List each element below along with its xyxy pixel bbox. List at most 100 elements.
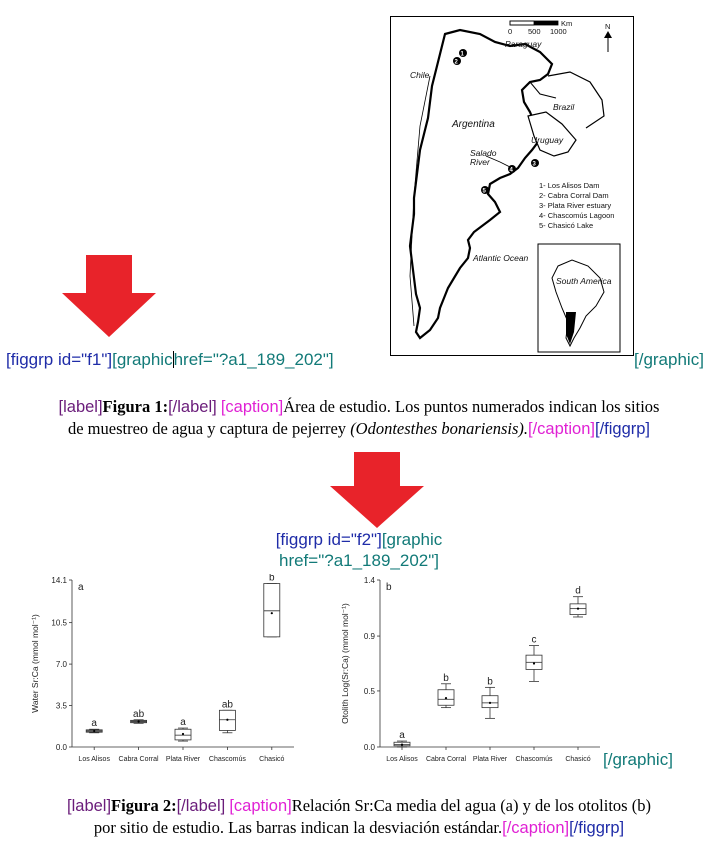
label-salado: Salado	[470, 148, 497, 158]
figgrp-close-tag: [/figgrp]	[569, 819, 625, 837]
site-marker-3: 3	[531, 159, 539, 168]
study-area-map: 0 500 1000 Km N Paraguay Chile Brazil Ar…	[390, 16, 634, 356]
label-river: River	[470, 157, 491, 167]
y-axis-title: Otolith Log(Sr:Ca) (mmol mol⁻¹)	[340, 603, 350, 724]
graphic-open-tag: [graphic	[112, 350, 173, 369]
figure-label: Figura 2:	[111, 796, 177, 815]
mean-point	[226, 718, 229, 721]
y-tick-label: 14.1	[51, 576, 67, 585]
graphic-close-tag: [/graphic]	[634, 350, 704, 369]
y-axis-title: Water Sr:Ca (mmol mol⁻¹)	[30, 614, 40, 713]
y-tick-label: 3.5	[56, 702, 68, 711]
x-tick-label: Chasicó	[259, 756, 284, 763]
box-iqr	[481, 695, 499, 709]
significance-letter: d	[575, 586, 581, 597]
svg-text:2: 2	[455, 60, 459, 66]
svg-text:5: 5	[483, 189, 487, 195]
y-tick-label: 7.0	[56, 660, 68, 669]
significance-letter: b	[443, 673, 449, 684]
box-1: a	[85, 718, 103, 734]
x-tick-label: Plata River	[166, 756, 201, 763]
figgrp-close-tag: [/figgrp]	[594, 420, 651, 438]
box-3: a	[174, 717, 192, 742]
mean-point	[400, 743, 404, 746]
figure2-caption: [label]Figura 2:[/label] [caption]Relaci…	[6, 795, 712, 839]
mean-point	[576, 607, 580, 610]
box-2: ab	[130, 709, 147, 724]
mean-point	[488, 701, 492, 704]
box-1: a	[393, 730, 411, 748]
legend-item: 5- Chasicó Lake	[539, 221, 593, 230]
site-marker-5: 5	[481, 186, 489, 195]
panel-letter: b	[386, 582, 392, 593]
significance-letter: a	[399, 730, 405, 741]
north-arrow-icon: N	[604, 22, 612, 52]
site-marker-2: 2	[453, 57, 461, 66]
label-open-tag: [label]	[67, 797, 112, 815]
caption-text: de muestreo de agua y captura de pejerre…	[67, 419, 351, 438]
legend-item: 3- Plata River estuary	[539, 201, 611, 210]
significance-letter: c	[532, 635, 537, 646]
y-tick-label: 0.0	[56, 743, 68, 752]
legend-item: 2- Cabra Corral Dam	[539, 191, 609, 200]
significance-letter: a	[180, 717, 186, 728]
graphic-open-tag: [graphic	[381, 530, 443, 549]
site-marker-1: 1	[459, 49, 467, 58]
figure-label: Figura 1:	[102, 397, 169, 416]
box-4: c	[525, 635, 543, 682]
x-tick-label: Chascomús	[516, 756, 553, 763]
label-south-america: South America	[556, 276, 612, 286]
scale-tick-500: 500	[528, 27, 541, 36]
caption-text: por sitio de estudio. Las barras indican…	[93, 818, 503, 837]
box-4: ab	[218, 699, 236, 734]
mean-point	[137, 720, 140, 723]
panel-letter: a	[78, 582, 84, 593]
map-legend: 1- Los Alisos Dam 2- Cabra Corral Dam 3-…	[539, 181, 614, 230]
caption-close-tag: [/caption]	[502, 819, 570, 837]
svg-text:1: 1	[461, 52, 465, 58]
box-5: d	[569, 586, 587, 618]
y-tick-label: 10.5	[51, 619, 67, 628]
caption-text: Relación Sr:Ca media del agua (a) y de l…	[291, 796, 651, 815]
svg-text:N: N	[605, 22, 610, 31]
legend-item: 4- Chascomús Lagoon	[539, 211, 614, 220]
red-arrow-down-icon	[330, 452, 424, 528]
south-america-inset: South America	[537, 243, 621, 353]
text-cursor	[172, 351, 174, 368]
mean-point	[270, 612, 273, 615]
x-tick-label: Chasicó	[565, 756, 590, 763]
significance-letter: a	[91, 718, 97, 729]
y-tick-label: 0.9	[364, 632, 376, 641]
label-open-tag: [label]	[58, 398, 103, 416]
box-iqr	[263, 583, 281, 638]
box-3: b	[481, 676, 499, 719]
x-tick-label: Plata River	[473, 756, 508, 763]
mean-point	[93, 729, 96, 733]
label-paraguay: Paraguay	[505, 39, 542, 49]
svg-text:3: 3	[533, 162, 537, 168]
scale-tick-0: 0	[508, 27, 512, 36]
mean-point	[532, 662, 536, 665]
significance-letter: ab	[222, 699, 234, 710]
box-5: b	[263, 574, 281, 638]
graphic-href: href="?a1_189_202"]	[278, 551, 439, 570]
label-close-tag: [/label]	[176, 797, 226, 815]
x-tick-label: Los Alisos	[78, 756, 110, 763]
x-tick-label: Chascomús	[209, 756, 246, 763]
significance-letter: b	[487, 676, 493, 687]
figgrp-open-tag: [figgrp id="f1"]	[6, 350, 113, 369]
mean-point	[444, 696, 448, 700]
caption-open-tag: [caption]	[229, 797, 292, 815]
x-tick-label: Cabra Corral	[119, 756, 160, 763]
species-name: (Odontesthes bonariensis).	[350, 419, 529, 438]
label-atlantic-ocean: Atlantic Ocean	[472, 253, 529, 263]
caption-open-tag: [caption]	[220, 398, 284, 416]
figure2-tag-line: [figgrp id="f2"][graphic	[0, 530, 718, 550]
water-srca-chart: 0.0 3.5 7.0 10.5 14.1 Water Sr:Ca (mmol mol⁻¹…	[30, 574, 294, 763]
y-tick-label: 1.4	[364, 576, 376, 585]
x-tick-label: Los Alisos	[386, 756, 418, 763]
scale-tick-1000: 1000	[550, 27, 567, 36]
figgrp-open-tag: [figgrp id="f2"]	[275, 530, 382, 549]
y-tick-label: 0.0	[364, 743, 376, 752]
box-2: b	[437, 673, 455, 709]
